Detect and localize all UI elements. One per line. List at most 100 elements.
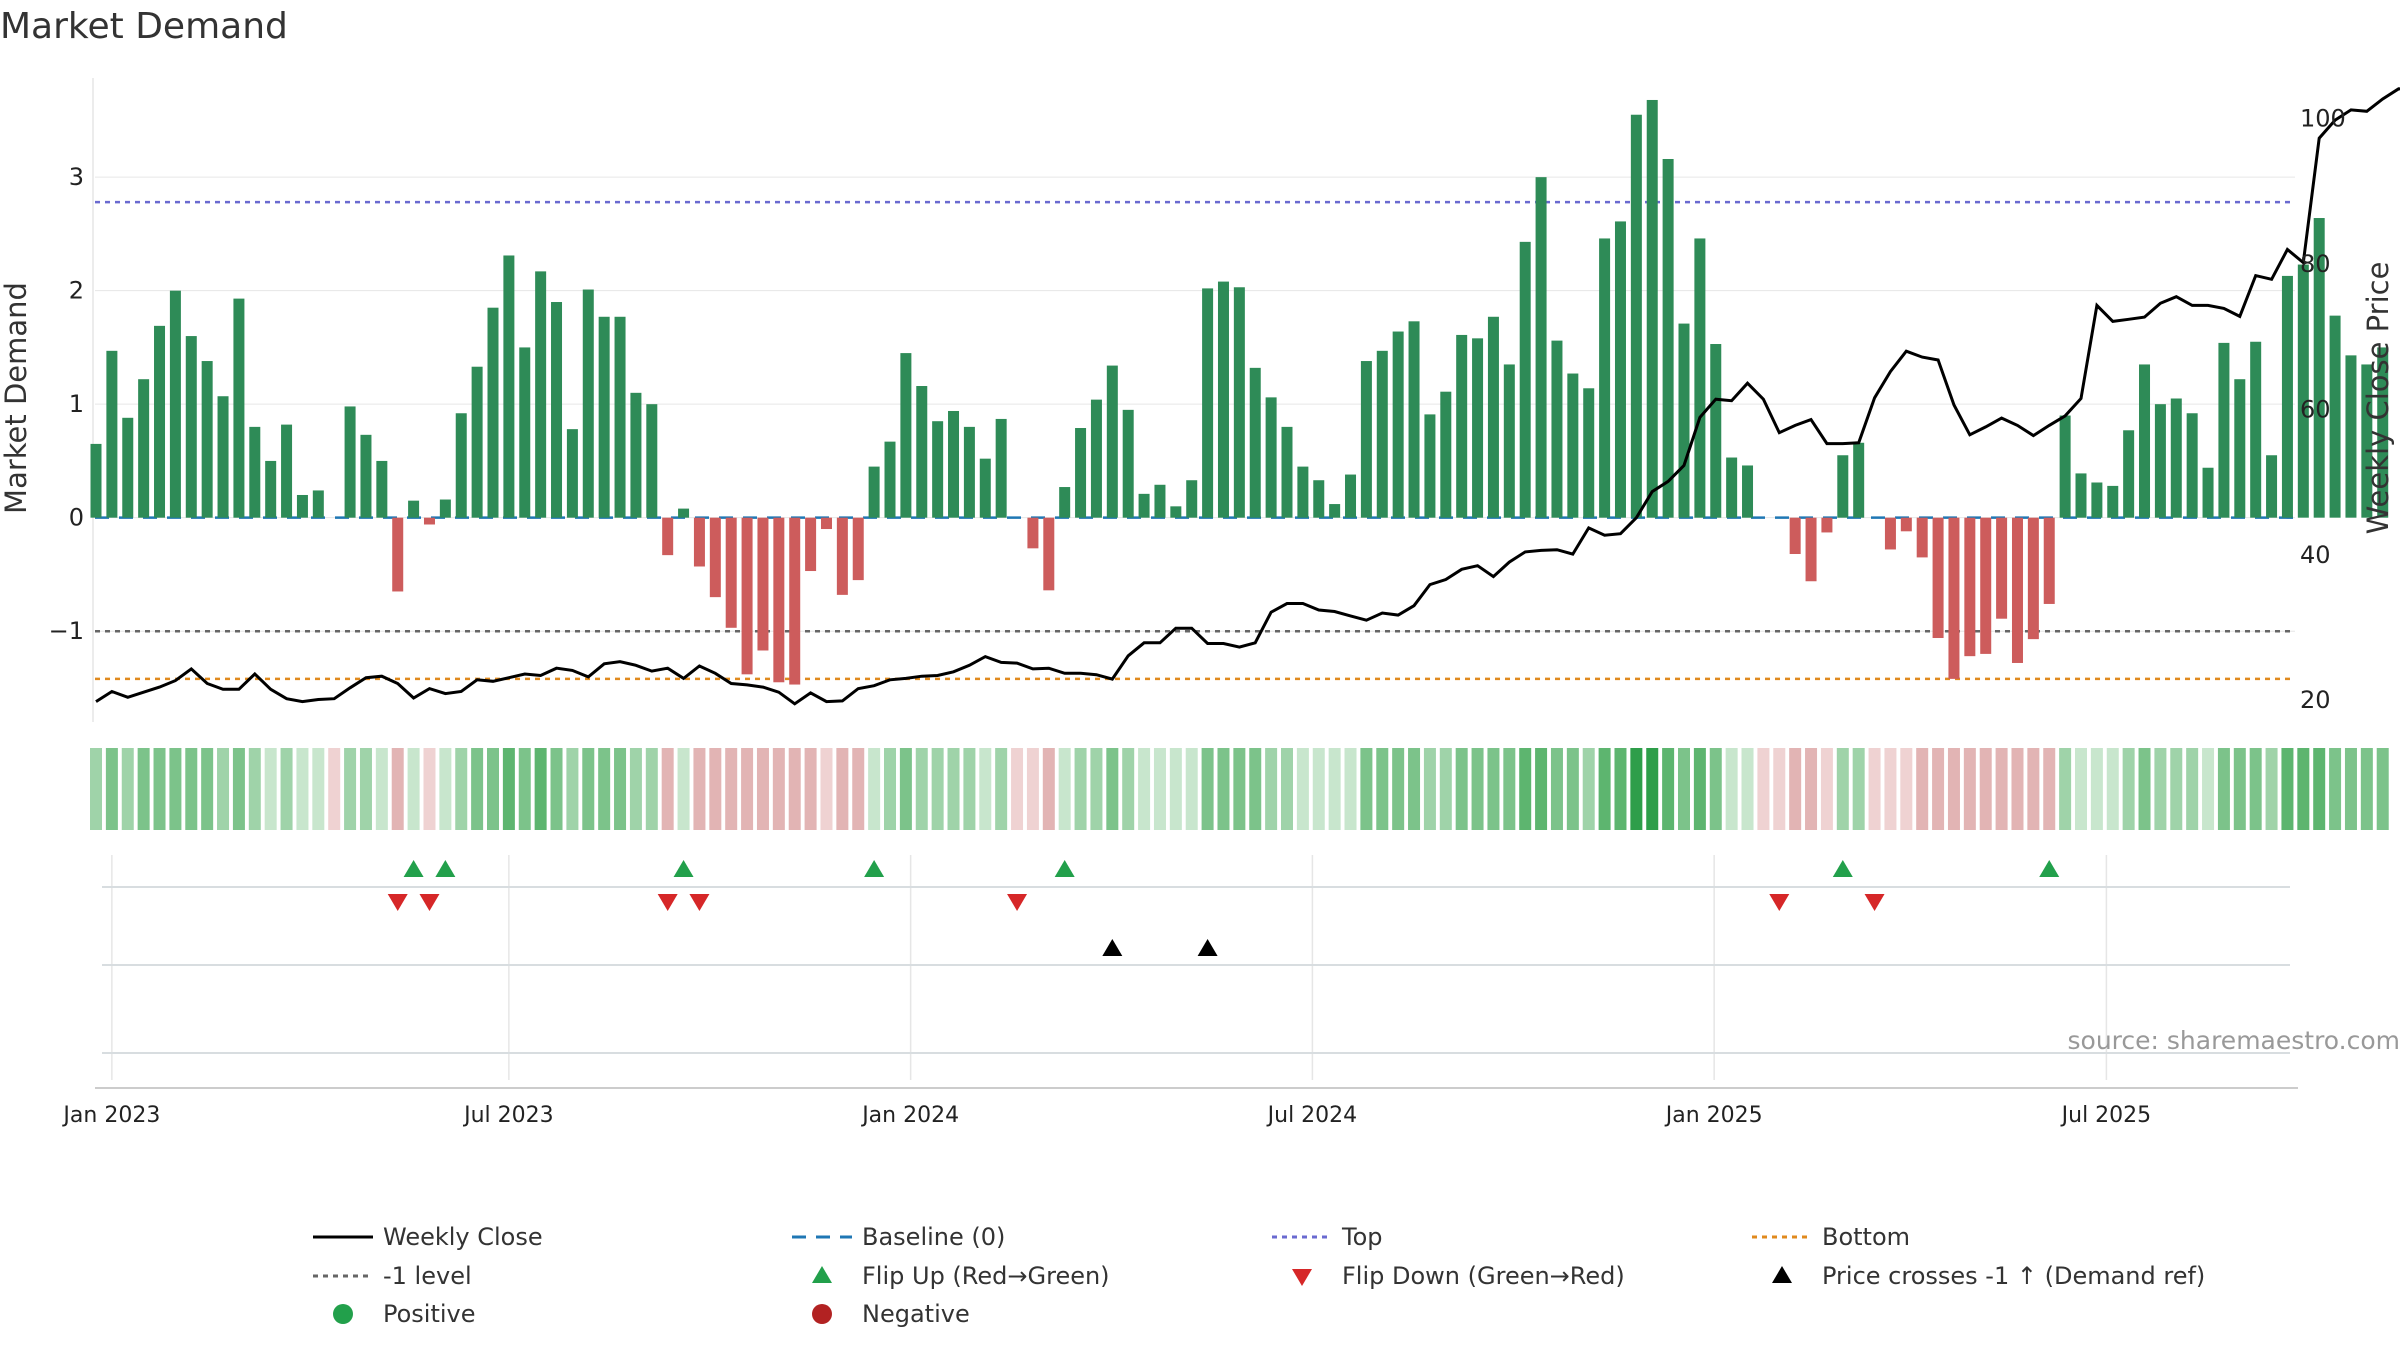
heat-cell <box>1312 748 1325 830</box>
demand-bar <box>1805 517 1817 582</box>
heat-cell <box>1550 748 1563 830</box>
demand-bar <box>1742 465 1754 518</box>
flip-up-marker <box>2039 860 2060 877</box>
demand-bar <box>471 366 483 518</box>
heat-cell <box>423 748 436 830</box>
heat-cell <box>820 748 833 830</box>
heat-cell <box>1693 748 1706 830</box>
heat-cell <box>868 748 881 830</box>
demand-bar <box>503 255 515 518</box>
heat-cell <box>1153 748 1166 830</box>
demand-bar <box>1789 517 1801 555</box>
heat-cell <box>1185 748 1198 830</box>
heat-cell <box>1106 748 1119 830</box>
demand-bar <box>2059 415 2071 518</box>
heat-cell <box>1328 748 1341 830</box>
gridlines <box>92 78 2298 1089</box>
demand-bar <box>2377 347 2389 518</box>
heat-cell <box>2059 748 2072 830</box>
heat-cell <box>1344 748 1357 830</box>
demand-bar <box>1202 288 1214 518</box>
x-tick-label: Jan 2025 <box>1664 1103 1763 1128</box>
demand-bar <box>1726 457 1738 518</box>
heat-cell <box>2265 748 2278 830</box>
heat-cell <box>1296 748 1309 830</box>
demand-bar <box>1551 340 1563 518</box>
heat-cell <box>741 748 754 830</box>
demand-bar <box>2202 467 2214 518</box>
demand-bar <box>2234 379 2246 518</box>
heat-cell <box>1805 748 1818 830</box>
heat-cell <box>2344 748 2357 830</box>
demand-bar <box>582 289 594 518</box>
demand-bar <box>360 434 372 518</box>
heat-cell <box>995 748 1008 830</box>
flip-up-marker <box>1054 860 1075 877</box>
demand-bar <box>773 517 785 683</box>
x-tick-label: Jul 2024 <box>1266 1103 1358 1128</box>
heat-cell <box>756 748 769 830</box>
demand-bar <box>1217 281 1229 518</box>
demand-heat-strip <box>90 748 2389 830</box>
heat-cell <box>1519 748 1532 830</box>
demand-bar <box>1853 442 1865 518</box>
demand-bar <box>1059 487 1071 518</box>
heat-cell <box>2170 748 2183 830</box>
heat-cell <box>1566 748 1579 830</box>
heat-cell <box>1900 748 1913 830</box>
heat-cell <box>1535 748 1548 830</box>
demand-bar <box>376 460 388 518</box>
y-tick-label: 0 <box>69 504 84 532</box>
weekly-close-line <box>95 87 2400 706</box>
heat-cell <box>1138 748 1151 830</box>
heat-cell <box>2297 748 2310 830</box>
y2-tick-label: 100 <box>2300 105 2346 133</box>
heat-cell <box>375 748 388 830</box>
demand-bar <box>312 490 324 518</box>
heat-cell <box>1471 748 1484 830</box>
heat-cell <box>344 748 357 830</box>
y2-tick-label: 20 <box>2300 686 2331 714</box>
y-tick-label: 2 <box>69 277 84 305</box>
heat-cell <box>1868 748 1881 830</box>
heat-cell <box>1932 748 1945 830</box>
legend-triangle-up-swatch <box>812 1266 832 1283</box>
y2-tick-label: 60 <box>2300 395 2331 423</box>
heat-cell <box>1852 748 1865 830</box>
heat-cell <box>2360 748 2373 830</box>
heat-cell <box>1582 748 1595 830</box>
demand-bar <box>1313 480 1325 518</box>
demand-bar <box>1980 517 1992 654</box>
demand-bar <box>2250 341 2262 518</box>
demand-bar <box>2361 364 2373 518</box>
demand-bar <box>630 392 642 518</box>
heat-cell <box>1995 748 2008 830</box>
heat-cell <box>1058 748 1071 830</box>
heat-cell <box>153 748 166 830</box>
demand-bar <box>249 426 261 518</box>
demand-bar <box>995 418 1007 518</box>
x-tick-label: Jul 2025 <box>2060 1103 2152 1128</box>
heat-cell <box>2154 748 2167 830</box>
heat-cell <box>979 748 992 830</box>
demand-bar <box>1440 391 1452 518</box>
demand-bar <box>392 517 404 592</box>
heat-cell <box>1423 748 1436 830</box>
demand-bar <box>1996 517 2008 619</box>
demand-bar <box>868 466 880 518</box>
heat-cell <box>2138 748 2151 830</box>
demand-bar <box>709 517 721 598</box>
legend-label: Top <box>1341 1223 1383 1251</box>
heat-cell <box>1646 748 1659 830</box>
demand-bar <box>2266 455 2278 518</box>
y-tick-label: 3 <box>69 163 84 191</box>
heat-cell <box>1281 748 1293 830</box>
heat-cell <box>105 748 118 830</box>
heat-cell <box>1662 748 1675 830</box>
demand-bar <box>551 302 563 518</box>
demand-bar <box>693 517 705 567</box>
legend-label: Flip Down (Green→Red) <box>1342 1262 1625 1290</box>
heat-cell <box>502 748 515 830</box>
flip-down-marker <box>1007 894 1028 911</box>
heat-cell <box>2043 748 2056 830</box>
